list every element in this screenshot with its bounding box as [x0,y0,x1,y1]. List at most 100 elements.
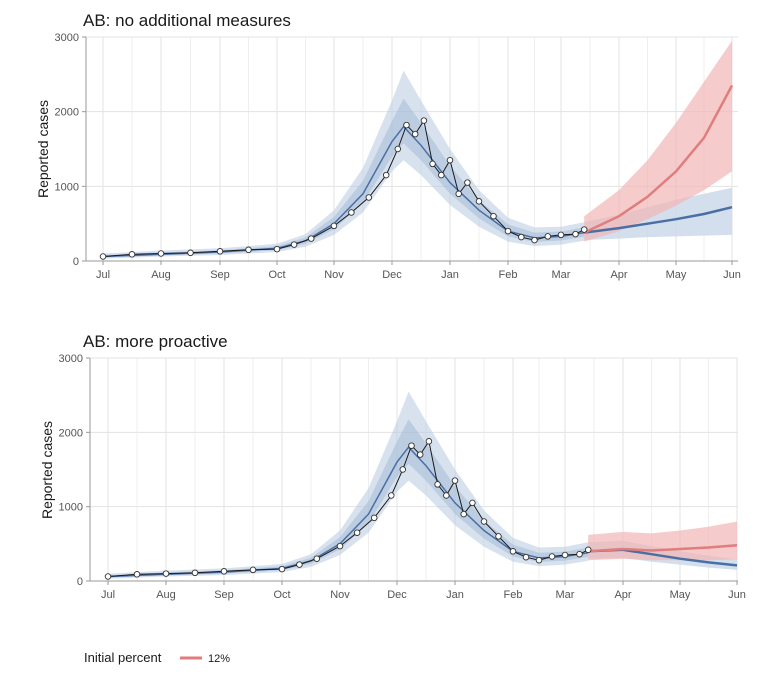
observed-point [446,156,454,164]
observed-point [490,212,497,220]
legend-title: Initial percent [84,650,162,665]
observed-point [475,198,483,205]
projection-line-blue [584,205,733,234]
projection-line-red [583,84,734,234]
observed-point [509,548,517,555]
observed-point [584,546,592,554]
observed-point [365,194,373,201]
observed-point [216,248,224,255]
x-tick-label: Dec [382,269,402,281]
y-tick-label: 2000 [59,427,83,439]
observed-point [572,230,579,238]
observed-point [220,568,228,575]
observed-point [290,241,298,248]
observed-point [561,551,569,559]
x-tick-label: Mar [556,589,575,601]
legend-label: 12% [208,653,230,665]
y-tick-label: 3000 [59,353,83,365]
axes: 0 1000 2000 3000 Jul Aug Sep Oct Nov Dec Jan Feb Mar… [59,353,746,601]
projection-band-red [584,40,732,242]
observed-point [187,249,194,257]
observed-points [104,438,592,580]
grid [90,357,738,582]
x-tick-label: Feb [499,269,518,281]
y-tick-label: 1000 [55,181,79,193]
x-tick-label: Mar [552,269,571,281]
x-tick-label: Nov [330,589,350,601]
legend: Initial percent 12% [84,650,230,665]
panel-more-proactive: AB: more proactive Reported cases 0 1000 2… [39,332,746,601]
x-tick-label: May [666,269,687,281]
panel-no-additional-measures: AB: no additional measures Reported case… [35,11,741,281]
y-tick-label: 3000 [55,32,79,44]
x-tick-label: Aug [151,269,171,281]
y-tick-label: 0 [77,576,83,588]
observed-point [273,245,281,253]
x-tick-label: Jun [723,269,741,281]
observed-point [353,529,361,536]
observed-point [557,231,565,239]
observed-point [429,160,436,168]
observed-points [99,117,588,260]
fit-band-outer [108,391,589,579]
observed-point [434,481,441,488]
x-tick-label: Sep [214,589,234,601]
fit-band-outer [103,70,585,259]
projection-band-red [588,521,737,561]
observed-point [544,233,552,240]
observed-point [504,227,512,235]
panel-title: AB: no additional measures [83,11,291,30]
x-tick-label: Feb [504,589,523,601]
axes: 0 1000 2000 3000 Jul Aug Sep Oct Nov Dec Jan Feb Mar… [55,32,741,281]
x-tick-label: May [670,589,691,601]
observed-point [425,438,433,445]
observed-point [128,251,136,258]
x-tick-label: Jul [101,589,115,601]
observed-point [455,190,462,198]
observed-point [394,145,402,153]
x-tick-label: Jan [441,269,459,281]
y-tick-label: 2000 [55,107,79,119]
observed-point [191,569,199,577]
observed-point [451,477,459,484]
observed-point [278,565,286,573]
observed-point [460,510,467,518]
x-tick-label: Dec [387,589,407,601]
observed-point [480,518,488,525]
panel-title: AB: more proactive [83,332,228,351]
x-tick-label: Oct [268,269,285,281]
observed-point [162,570,170,577]
x-tick-label: Apr [610,269,627,281]
observed-point [296,561,303,568]
observed-point [548,553,556,560]
observed-point [370,514,378,522]
observed-point [531,236,538,244]
x-tick-label: Aug [156,589,176,601]
observed-point [388,492,395,499]
observed-point [307,235,315,242]
observed-point [522,553,530,561]
y-axis-label: Reported cases [35,100,51,198]
observed-point [408,442,415,449]
observed-point [403,121,410,129]
observed-point [535,556,543,564]
observed-point [495,533,502,540]
x-tick-label: Nov [324,269,344,281]
x-tick-label: Jan [446,589,464,601]
observed-point [576,550,583,558]
y-tick-label: 1000 [59,502,83,514]
y-tick-label: 0 [73,256,79,268]
observed-point [399,466,407,473]
observed-point [411,130,419,138]
x-tick-label: Apr [614,589,631,601]
observed-point [313,555,321,562]
x-tick-label: Jul [96,269,110,281]
fit-band-inner [108,419,589,578]
observed-point [469,499,476,507]
observed-point [330,222,338,230]
observed-point [245,246,252,254]
observed-point [336,542,344,550]
observed-point [99,253,107,260]
observed-point [420,117,428,124]
x-tick-label: Jun [728,589,746,601]
